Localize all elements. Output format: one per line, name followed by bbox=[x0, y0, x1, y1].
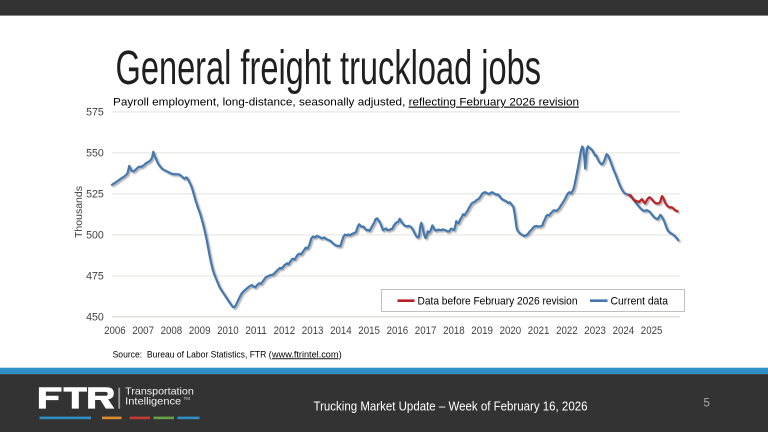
svg-text:2007: 2007 bbox=[132, 325, 154, 337]
svg-text:450: 450 bbox=[86, 311, 104, 323]
svg-text:www.ftrintel.com: www.ftrintel.com bbox=[271, 349, 339, 359]
svg-text:2014: 2014 bbox=[330, 325, 352, 337]
svg-text:Trucking Market Update – Week: Trucking Market Update – Week of Februar… bbox=[314, 398, 588, 413]
svg-text:2021: 2021 bbox=[528, 325, 550, 337]
svg-text:2012: 2012 bbox=[274, 325, 296, 337]
svg-text:Data before February 2026 revi: Data before February 2026 revision bbox=[418, 296, 578, 308]
svg-text:575: 575 bbox=[86, 106, 104, 118]
svg-text:2010: 2010 bbox=[217, 325, 239, 337]
svg-text:2016: 2016 bbox=[387, 325, 409, 337]
svg-text:Source: Bureau of Labor Stati: Source: Bureau of Labor Statistics, FTR … bbox=[113, 349, 272, 359]
svg-text:5: 5 bbox=[703, 397, 709, 409]
svg-text:2009: 2009 bbox=[189, 325, 211, 337]
svg-text:General freight truckload jobs: General freight truckload jobs bbox=[116, 42, 542, 95]
svg-text:2013: 2013 bbox=[302, 325, 324, 337]
svg-text:2008: 2008 bbox=[161, 325, 183, 337]
svg-text:Transportation: Transportation bbox=[125, 387, 194, 398]
svg-text:): ) bbox=[339, 349, 342, 359]
svg-text:500: 500 bbox=[86, 229, 104, 241]
svg-text:550: 550 bbox=[86, 147, 104, 159]
svg-text:475: 475 bbox=[86, 270, 104, 282]
svg-text:reflecting February 2026 revis: reflecting February 2026 revision bbox=[409, 97, 579, 109]
svg-text:Intelligence: Intelligence bbox=[125, 397, 181, 408]
svg-text:TM: TM bbox=[184, 396, 191, 401]
svg-text:Current data: Current data bbox=[611, 296, 669, 308]
svg-text:2006: 2006 bbox=[104, 325, 126, 337]
svg-text:2011: 2011 bbox=[245, 325, 267, 337]
svg-text:Payroll employment, long-dista: Payroll employment, long-distance, seaso… bbox=[113, 97, 409, 109]
svg-text:2020: 2020 bbox=[500, 325, 522, 337]
svg-text:2023: 2023 bbox=[584, 325, 606, 337]
svg-text:2015: 2015 bbox=[358, 325, 380, 337]
svg-text:2019: 2019 bbox=[471, 325, 493, 337]
svg-text:2017: 2017 bbox=[415, 325, 437, 337]
svg-text:2022: 2022 bbox=[556, 325, 578, 337]
svg-text:Thousands: Thousands bbox=[73, 186, 85, 238]
svg-text:525: 525 bbox=[86, 188, 104, 200]
svg-text:2018: 2018 bbox=[443, 325, 465, 337]
svg-text:2025: 2025 bbox=[641, 325, 663, 337]
svg-text:2024: 2024 bbox=[613, 325, 635, 337]
